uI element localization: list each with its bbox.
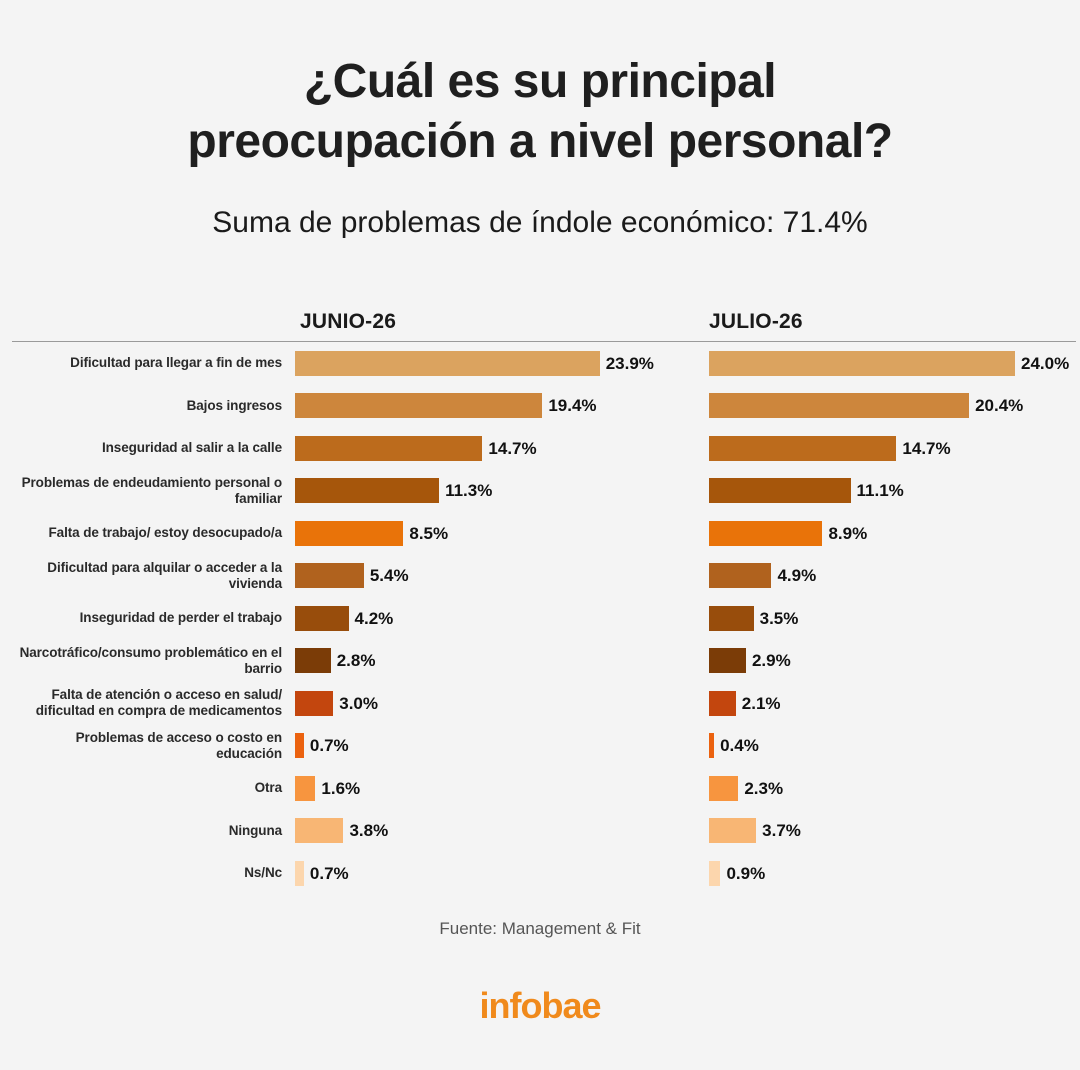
title-line-1: ¿Cuál es su principal: [303, 55, 777, 108]
bar-julio: [709, 393, 970, 418]
category-label: Falta de trabajo/ estoy desocupado/a: [48, 525, 283, 540]
category-label: Problemas de acceso o costo en educación: [75, 729, 282, 761]
bar-julio: [709, 520, 823, 546]
bar-julio: [709, 605, 754, 631]
bar-junio: [295, 563, 364, 588]
bar-value-label: 0.4%: [720, 736, 759, 755]
bar-junio: [295, 690, 334, 716]
bar-junio: [295, 860, 304, 886]
bar-value-label: 1.6%: [321, 778, 361, 798]
bar-value-label: 4.9%: [777, 566, 817, 585]
category-label: Inseguridad al salir a la calle: [102, 440, 282, 455]
bar-value-label: 3.5%: [759, 608, 799, 628]
bar-julio: [709, 818, 757, 843]
bar-value-label: 11.3%: [445, 481, 493, 500]
header-divider: [12, 341, 1076, 342]
bar-julio: [709, 648, 746, 673]
bar-julio: [709, 775, 739, 801]
bar-junio: [295, 818, 344, 843]
bar-junio: [295, 350, 600, 376]
bar-value-label: 23.9%: [605, 353, 654, 373]
bar-junio: [295, 520, 404, 546]
category-label: Otra: [254, 780, 282, 795]
bar-julio: [709, 690, 736, 716]
bar-value-label: 3.7%: [762, 821, 801, 840]
bar-value-label: 3.0%: [339, 693, 378, 713]
bar-value-label: 11.1%: [856, 481, 904, 500]
category-label: Problemas de endeudamiento personal o fa…: [21, 474, 282, 506]
bar-junio: [295, 733, 304, 758]
bar-value-label: 14.7%: [902, 438, 951, 458]
series-heading-julio: JULIO-26: [709, 310, 803, 333]
bar-julio: [709, 478, 851, 503]
bar-julio: [709, 435, 897, 461]
bar-junio: [295, 393, 543, 418]
chart-subtitle: Suma de problemas de índole económico: 7…: [212, 206, 868, 239]
source-note: Fuente: Management & Fit: [439, 919, 641, 938]
series-heading-junio: JUNIO-26: [300, 310, 397, 333]
bar-julio: [709, 733, 715, 758]
bar-value-label: 2.8%: [336, 651, 376, 670]
bar-value-label: 2.3%: [744, 778, 784, 798]
bar-value-label: 2.9%: [751, 651, 791, 670]
bar-junio: [295, 435, 483, 461]
bar-value-label: 4.2%: [354, 608, 394, 628]
chart-title: ¿Cuál es su principal preocupación a niv…: [0, 52, 1080, 172]
bar-julio: [709, 350, 1015, 376]
bar-value-label: 0.9%: [726, 863, 766, 883]
bar-value-label: 20.4%: [975, 396, 1024, 415]
bar-junio: [295, 775, 316, 801]
bar-julio: [709, 860, 721, 886]
category-label: Inseguridad de perder el trabajo: [79, 610, 282, 625]
category-label: Narcotráfico/consumo problemático en el …: [19, 644, 283, 676]
bar-value-label: 8.9%: [828, 523, 868, 543]
bar-julio: [709, 563, 772, 588]
category-label: Ns/Nc: [244, 865, 282, 880]
bar-junio: [295, 478, 440, 503]
bar-value-label: 14.7%: [488, 438, 537, 458]
bar-value-label: 19.4%: [548, 396, 597, 415]
bar-junio: [295, 605, 349, 631]
bar-junio: [295, 648, 331, 673]
category-label: Dificultad para alquilar o acceder a la …: [47, 559, 282, 591]
title-line-2: preocupación a nivel personal?: [187, 115, 893, 168]
bar-value-label: 24.0%: [1021, 353, 1070, 373]
bar-value-label: 0.7%: [309, 863, 349, 883]
bar-value-label: 8.5%: [409, 523, 449, 543]
category-label: Bajos ingresos: [186, 397, 282, 413]
category-label: Ninguna: [228, 822, 282, 838]
infobae-logo: infobae: [479, 985, 601, 1026]
bar-value-label: 5.4%: [369, 566, 409, 585]
category-label: Falta de atención o acceso en salud/ dif…: [35, 687, 282, 718]
bar-value-label: 3.8%: [349, 821, 389, 840]
bar-value-label: 2.1%: [741, 693, 781, 713]
bar-value-label: 0.7%: [309, 736, 349, 755]
category-label: Dificultad para llegar a fin de mes: [70, 355, 282, 370]
